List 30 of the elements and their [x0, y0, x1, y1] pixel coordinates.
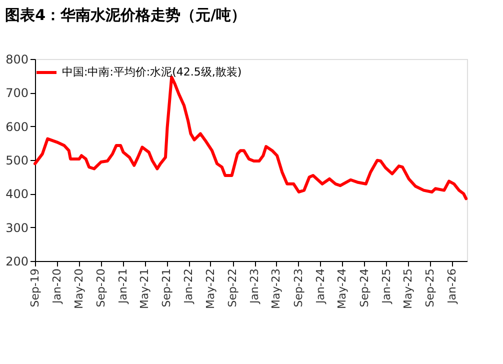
x-tick-label: May-24	[336, 268, 349, 310]
x-tick-label: Jan-26	[446, 268, 459, 304]
x-tick-label: May-20	[72, 268, 86, 310]
x-tick-label: Jan-23	[248, 268, 262, 304]
x-tick-label: Sep-19	[28, 268, 42, 308]
y-tick-label: 500	[6, 154, 28, 168]
y-tick-label: 600	[6, 120, 28, 134]
x-tick-label: May-25	[401, 268, 414, 310]
y-tick-label: 700	[6, 86, 28, 100]
y-tick-label: 400	[6, 187, 28, 202]
y-tick-label: 300	[6, 220, 28, 235]
x-tick-label: Sep-22	[226, 268, 240, 308]
line-series	[34, 76, 468, 200]
x-tick-label: Jan-22	[182, 268, 196, 304]
x-tick-label: Jan-25	[380, 268, 393, 304]
x-tick-label: May-21	[138, 268, 152, 310]
x-tick-label: Sep-21	[160, 268, 174, 308]
x-tick-label: Jan-24	[314, 268, 327, 304]
x-tick-label: May-23	[270, 268, 283, 310]
y-tick-label: 800	[6, 52, 28, 66]
x-tick-label: Sep-20	[94, 268, 108, 308]
chart-title: 图表4：华南水泥价格走势（元/吨）	[5, 6, 246, 24]
x-tick-label: Sep-25	[424, 268, 437, 308]
x-tick-label: Jan-21	[116, 268, 130, 304]
x-tick-label: Sep-23	[292, 268, 305, 308]
legend-label: 中国:中南:平均价:水泥(42.5级,散装)	[62, 66, 242, 78]
x-tick-label: Jan-20	[50, 268, 64, 304]
y-tick-label: 200	[6, 254, 28, 268]
x-tick-label: May-22	[204, 268, 217, 310]
x-tick-label: Sep-24	[358, 268, 371, 308]
